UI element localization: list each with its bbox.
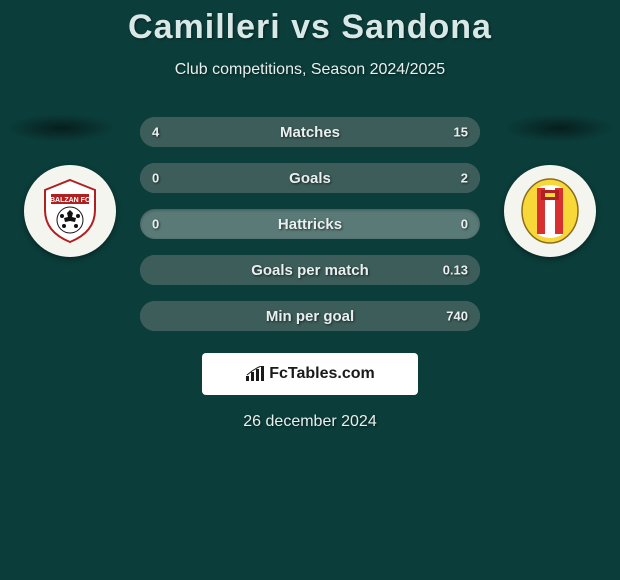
stat-value-right: 0.13 xyxy=(443,263,468,278)
date-text: 26 december 2024 xyxy=(0,413,620,431)
stat-bar: 0 2 Goals xyxy=(140,163,480,193)
stat-bar: 0.13 Goals per match xyxy=(140,255,480,285)
club-badge-right xyxy=(504,165,596,257)
brand-box: FcTables.com xyxy=(202,353,418,395)
bar-fill-right xyxy=(211,117,480,147)
stat-bar: 4 15 Matches xyxy=(140,117,480,147)
stat-value-left: 4 xyxy=(152,125,159,140)
stat-label: Goals xyxy=(289,170,331,187)
player-shadow-left xyxy=(6,114,116,142)
stat-value-right: 15 xyxy=(454,125,468,140)
stat-value-left: 0 xyxy=(152,217,159,232)
subtitle: Club competitions, Season 2024/2025 xyxy=(0,61,620,79)
birkirkara-fc-crest-icon xyxy=(515,176,585,246)
stat-label: Goals per match xyxy=(251,262,369,279)
stat-bar: 740 Min per goal xyxy=(140,301,480,331)
stat-value-left: 0 xyxy=(152,171,159,186)
club-badge-left: BALZAN FC xyxy=(24,165,116,257)
stat-bars: 4 15 Matches 0 2 Goals 0 0 Hattricks 0.13 Goals pe… xyxy=(140,109,480,331)
page-title: Camilleri vs Sandona xyxy=(0,0,620,47)
stat-label: Hattricks xyxy=(278,216,342,233)
stat-value-right: 0 xyxy=(461,217,468,232)
stat-bar: 0 0 Hattricks xyxy=(140,209,480,239)
player-shadow-right xyxy=(504,114,614,142)
brand-text: FcTables.com xyxy=(269,365,375,383)
svg-text:BALZAN FC: BALZAN FC xyxy=(50,197,90,204)
stat-value-right: 740 xyxy=(446,309,468,324)
stat-value-right: 2 xyxy=(461,171,468,186)
comparison-content: BALZAN FC 4 15 Matches 0 2 Goals 0 0 Hattricks 0.… xyxy=(0,109,620,331)
stat-label: Matches xyxy=(280,124,340,141)
stat-label: Min per goal xyxy=(266,308,354,325)
bar-fill-left xyxy=(140,117,211,147)
balzan-fc-crest-icon: BALZAN FC xyxy=(35,176,105,246)
bar-chart-icon xyxy=(245,366,265,382)
